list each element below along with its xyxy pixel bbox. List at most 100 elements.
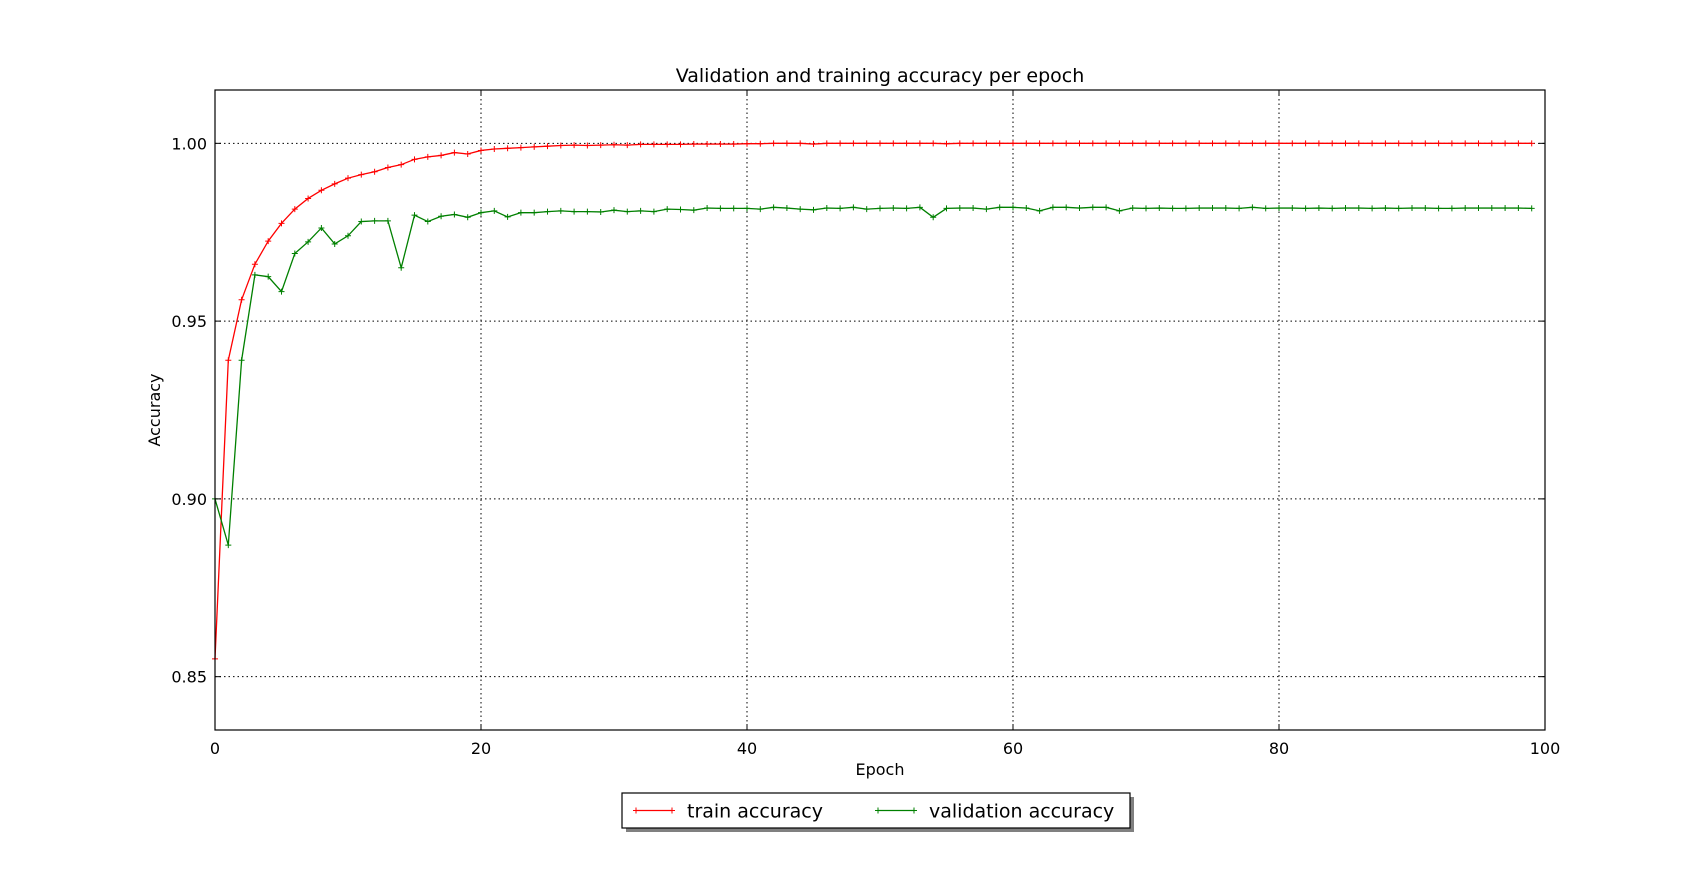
data-point-marker [331,180,338,187]
data-point-marker [930,140,937,147]
data-point-marker [970,205,977,212]
data-point-marker [571,142,578,149]
data-point-marker [717,141,724,148]
data-point-marker [1036,207,1043,214]
data-point-marker [810,206,817,213]
data-point-marker [624,142,631,149]
data-point-marker [1422,205,1429,212]
data-point-marker [1236,205,1243,212]
data-point-marker [371,168,378,175]
data-point-marker [1315,205,1322,212]
data-point-marker [890,205,897,212]
data-point-marker [478,209,484,216]
x-axis-label: Epoch [856,760,905,779]
data-point-marker [571,208,578,215]
data-point-marker [1089,204,1096,211]
data-point-marker [424,153,431,160]
data-point-marker [464,214,471,221]
legend-marker [875,807,881,814]
data-point-marker [823,140,830,147]
data-point-marker [251,271,258,278]
series-validation-accuracy [212,204,1535,549]
data-point-marker [1435,140,1442,147]
legend-marker [669,807,675,814]
legend: train accuracy validation accuracy [621,792,1134,832]
data-point-marker [1342,140,1349,147]
chart-title: Validation and training accuracy per epo… [676,65,1085,87]
data-point-marker [916,204,923,211]
data-point-marker [384,164,391,171]
data-point-marker [930,214,937,221]
data-point-marker [1023,205,1030,212]
data-point-marker [358,171,365,178]
data-point-marker [398,161,405,168]
data-point-marker [916,140,923,147]
data-point-marker [1143,140,1149,147]
data-point-marker [504,145,511,152]
data-point-marker [837,205,844,212]
data-point-marker [278,220,285,227]
data-point-marker [837,140,844,147]
data-point-marker [438,213,445,220]
y-tick-label: 0.95 [171,312,207,331]
data-point-marker [451,211,458,218]
data-point-marker [863,140,870,147]
x-tick-label: 60 [1003,739,1023,758]
data-point-marker [783,205,790,212]
data-point-marker [1448,205,1455,212]
data-point-marker [1395,140,1402,147]
data-point-marker [1023,140,1030,147]
data-point-marker [1289,205,1296,212]
series-line [214,142,1532,659]
data-point-marker [757,140,764,147]
data-point-marker [464,151,471,157]
data-point-marker [1475,140,1482,147]
data-point-marker [491,146,498,153]
data-point-marker [1329,140,1336,147]
data-point-marker [770,140,777,147]
data-point-marker [544,208,551,215]
data-point-marker [996,204,1003,211]
legend-item: validation accuracy [875,801,1114,823]
data-point-marker [265,273,272,280]
data-point-marker [1116,207,1123,214]
plot-area-frame [214,89,1546,731]
data-point-marker [371,217,378,224]
data-point-marker [491,207,498,214]
legend-items: train accuracy validation accuracy [633,801,1114,823]
data-point-marker [1435,205,1442,212]
data-point-marker [903,205,910,212]
data-point-marker [956,140,963,147]
data-point-marker [650,141,657,148]
data-point-marker [943,140,950,147]
data-point-marker [1382,140,1389,147]
data-point-marker [584,208,591,215]
data-point-marker [411,156,418,163]
data-point-marker [1276,140,1282,147]
data-point-marker [1289,140,1296,147]
data-point-marker [1076,205,1083,212]
legend-label: validation accuracy [929,801,1114,823]
data-point-marker [1528,140,1535,147]
y-axis-ticks: 0.85 0.90 0.95 1.00 [171,134,1545,687]
data-point-marker [1222,140,1229,147]
data-point-marker [1196,205,1203,212]
data-point-marker [717,205,724,212]
data-point-marker [305,238,312,245]
data-point-marker [1462,205,1469,212]
data-point-marker [1182,140,1189,147]
data-point-marker [1103,204,1110,211]
data-point-marker [1156,140,1163,147]
data-point-marker [1129,140,1136,147]
data-point-marker [1382,205,1389,212]
data-point-marker [1528,205,1535,212]
data-point-marker [1169,140,1176,147]
data-point-marker [305,195,312,202]
data-point-marker [1116,140,1123,147]
data-point-marker [438,152,445,159]
x-tick-label: 80 [1269,739,1289,758]
data-point-marker [744,140,750,147]
data-point-marker [1488,140,1495,147]
data-point-marker [704,141,711,148]
